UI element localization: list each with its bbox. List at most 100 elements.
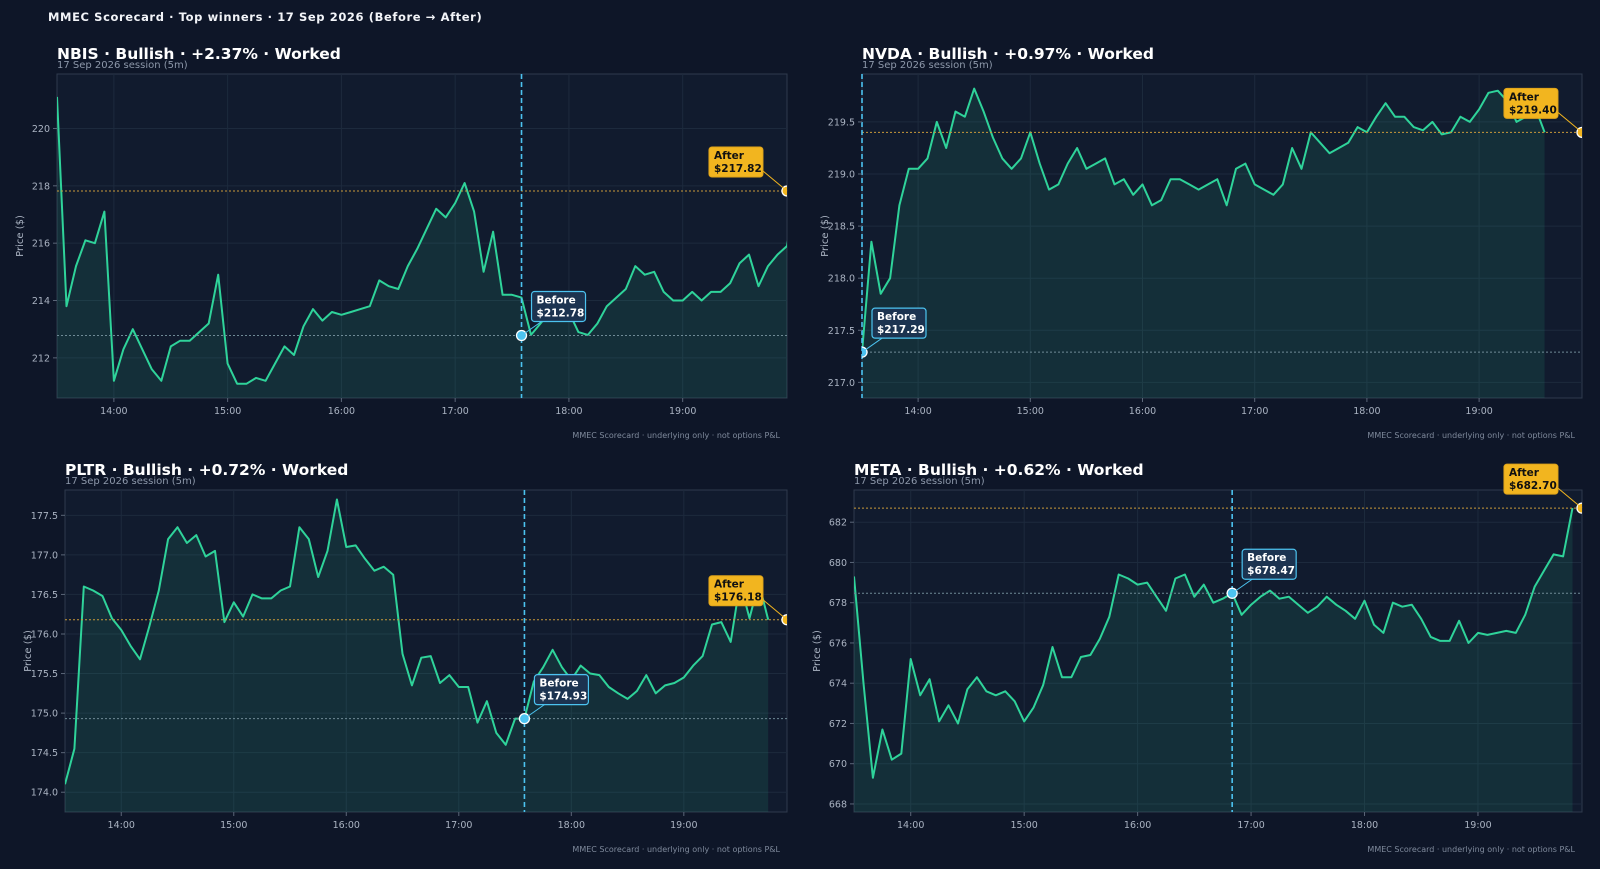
before-connector bbox=[521, 321, 542, 336]
x-tick-label: 14:00 bbox=[100, 406, 127, 417]
y-tick-label: 216 bbox=[32, 239, 50, 250]
before-annotation-price: $217.29 bbox=[877, 324, 925, 336]
y-tick-label: 670 bbox=[829, 759, 847, 770]
chart-title: META · Bullish · +0.62% · Worked bbox=[854, 461, 1144, 479]
chart-footer: MMEC Scorecard · underlying only · not o… bbox=[1367, 431, 1575, 440]
after-connector bbox=[762, 170, 788, 192]
after-annotation-price: $217.82 bbox=[714, 163, 762, 175]
plot-area bbox=[861, 73, 1583, 399]
series-area bbox=[862, 88, 1545, 398]
chart-subtitle: 17 Sep 2026 session (5m) bbox=[854, 476, 985, 487]
x-tick-label: 18:00 bbox=[558, 820, 585, 831]
y-axis-label: Price ($) bbox=[812, 630, 823, 672]
before-connector bbox=[861, 337, 883, 353]
after-connector bbox=[1557, 487, 1583, 509]
y-tick-label: 175.5 bbox=[31, 669, 58, 680]
y-tick-label: 218.5 bbox=[828, 222, 855, 233]
after-annotation-label: After bbox=[714, 150, 745, 162]
after-annotation-box bbox=[708, 575, 764, 607]
y-tick-label: 214 bbox=[32, 296, 50, 307]
before-annotation-box bbox=[530, 290, 587, 323]
before-marker bbox=[1226, 587, 1238, 599]
chart-title: PLTR · Bullish · +0.72% · Worked bbox=[65, 461, 348, 479]
before-annotation-price: $212.78 bbox=[537, 307, 585, 319]
series-group bbox=[65, 498, 770, 812]
series-group bbox=[854, 507, 1574, 812]
series-line bbox=[57, 96, 787, 385]
x-tick-label: 17:00 bbox=[1237, 820, 1264, 831]
before-annotation-box bbox=[871, 307, 927, 339]
before-annotation-label: Before bbox=[1247, 552, 1286, 564]
y-tick-label: 219.5 bbox=[828, 117, 855, 128]
x-tick-label: 17:00 bbox=[441, 406, 468, 417]
x-tick-label: 19:00 bbox=[669, 406, 696, 417]
y-tick-label: 220 bbox=[32, 124, 50, 135]
chart-subtitle: 17 Sep 2026 session (5m) bbox=[862, 60, 993, 71]
y-tick-label: 674 bbox=[829, 679, 847, 690]
y-tick-label: 176.0 bbox=[31, 629, 58, 640]
y-tick-label: 219.0 bbox=[828, 170, 855, 181]
chart-title: NBIS · Bullish · +2.37% · Worked bbox=[57, 45, 341, 63]
y-tick-label: 177.5 bbox=[31, 511, 58, 522]
y-tick-label: 177.0 bbox=[31, 550, 58, 561]
chart-subtitle: 17 Sep 2026 session (5m) bbox=[65, 476, 196, 487]
series-area bbox=[57, 96, 787, 398]
y-tick-label: 176.5 bbox=[31, 590, 58, 601]
after-annotation-label: After bbox=[714, 579, 745, 591]
chart-meta: Before$678.47 After$682.70 668 670 672 674 676… bbox=[812, 461, 1583, 854]
x-tick-label: 17:00 bbox=[445, 820, 472, 831]
chart-nvda: Before$217.29 After$219.40 217.0 217.5 218.0… bbox=[820, 45, 1583, 440]
y-tick-label: 682 bbox=[829, 518, 847, 529]
page-title: MMEC Scorecard · Top winners · 17 Sep 20… bbox=[48, 10, 483, 24]
y-tick-label: 174.5 bbox=[31, 748, 58, 759]
x-tick-label: 16:00 bbox=[333, 820, 360, 831]
after-annotation-label: After bbox=[1509, 91, 1540, 103]
series-area bbox=[854, 508, 1573, 812]
before-annotation-price: $678.47 bbox=[1247, 565, 1295, 577]
plot-area bbox=[64, 489, 788, 813]
x-tick-label: 18:00 bbox=[555, 406, 582, 417]
y-tick-label: 217.0 bbox=[828, 378, 855, 389]
after-annotation-label: After bbox=[1509, 467, 1540, 479]
y-axis-label: Price ($) bbox=[820, 215, 831, 257]
y-axis-label: Price ($) bbox=[15, 215, 26, 257]
y-tick-label: 676 bbox=[829, 638, 847, 649]
plot-area bbox=[853, 489, 1583, 813]
series-group bbox=[862, 87, 1546, 398]
before-annotation-price: $174.93 bbox=[539, 691, 587, 703]
x-tick-label: 17:00 bbox=[1241, 406, 1268, 417]
y-tick-label: 218 bbox=[32, 181, 50, 192]
y-tick-label: 218.0 bbox=[828, 274, 855, 285]
series-line bbox=[862, 87, 1546, 353]
y-tick-label: 217.5 bbox=[828, 326, 855, 337]
after-annotation-price: $219.40 bbox=[1509, 104, 1557, 116]
series-area bbox=[65, 499, 769, 812]
x-tick-label: 16:00 bbox=[328, 406, 355, 417]
chart-footer: MMEC Scorecard · underlying only · not o… bbox=[572, 845, 780, 854]
chart-subtitle: 17 Sep 2026 session (5m) bbox=[57, 60, 188, 71]
x-tick-label: 15:00 bbox=[214, 406, 241, 417]
x-tick-label: 18:00 bbox=[1351, 820, 1378, 831]
y-tick-label: 174.0 bbox=[31, 788, 58, 799]
x-tick-label: 15:00 bbox=[1017, 406, 1044, 417]
after-annotation-box bbox=[1503, 463, 1559, 495]
before-annotation-box bbox=[533, 674, 590, 706]
after-annotation-box bbox=[1503, 87, 1559, 119]
x-tick-label: 18:00 bbox=[1353, 406, 1380, 417]
chart-pltr: Before$174.93 After$176.18 174.0 174.5 175.0… bbox=[23, 461, 788, 854]
chart-nbis: Before$212.78 After$217.82 212 214 216 218 220… bbox=[15, 45, 788, 440]
y-tick-label: 212 bbox=[32, 353, 50, 364]
after-annotation-price: $176.18 bbox=[714, 592, 762, 604]
x-tick-label: 16:00 bbox=[1129, 406, 1156, 417]
x-tick-label: 15:00 bbox=[220, 820, 247, 831]
y-tick-label: 668 bbox=[829, 799, 847, 810]
before-connector bbox=[524, 704, 545, 720]
before-annotation-label: Before bbox=[877, 311, 916, 323]
x-tick-label: 19:00 bbox=[1464, 820, 1491, 831]
y-axis-label: Price ($) bbox=[23, 630, 34, 672]
y-tick-label: 175.0 bbox=[31, 709, 58, 720]
x-tick-label: 14:00 bbox=[904, 406, 931, 417]
before-connector bbox=[1231, 578, 1253, 594]
x-tick-label: 15:00 bbox=[1010, 820, 1037, 831]
x-tick-label: 14:00 bbox=[108, 820, 135, 831]
